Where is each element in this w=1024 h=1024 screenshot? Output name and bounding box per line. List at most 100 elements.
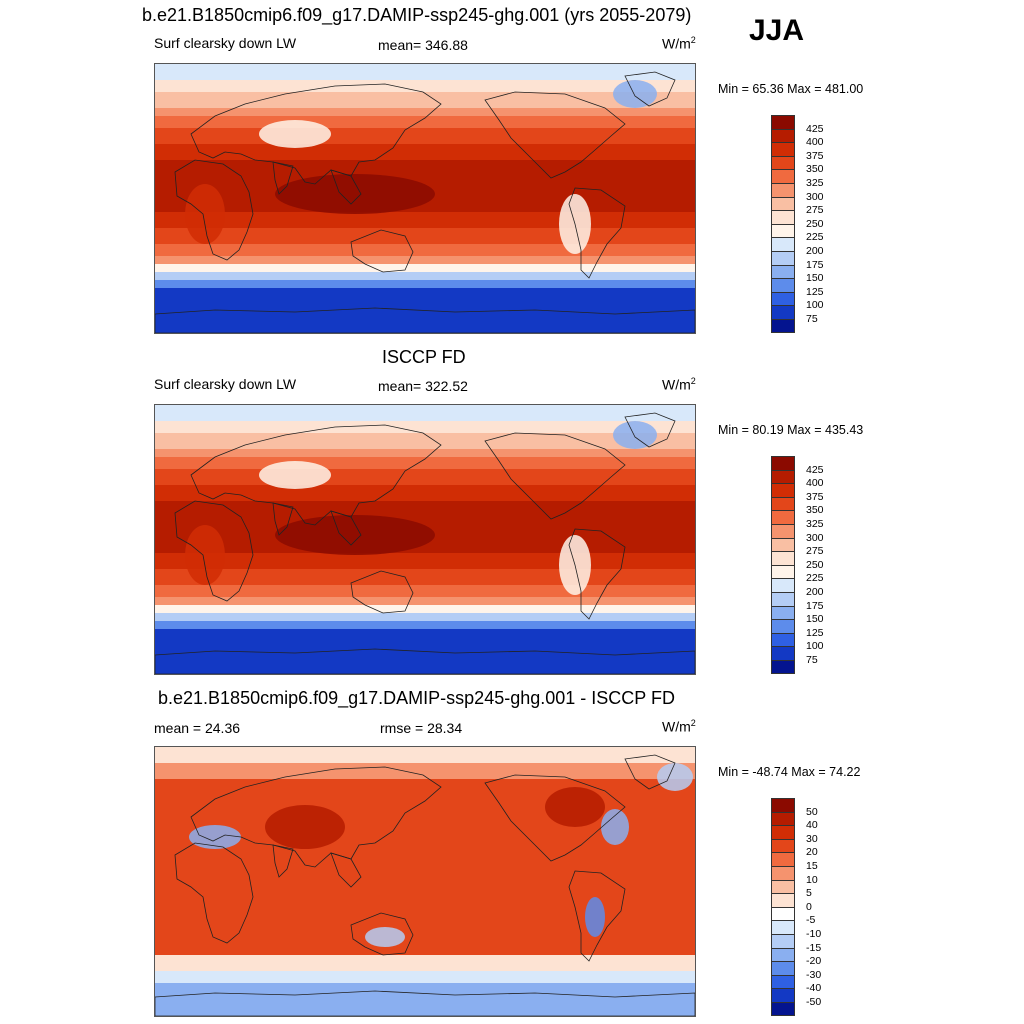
colorbar-tick-label: 325 — [806, 518, 824, 530]
colorbar-swatch — [771, 906, 795, 921]
colorbar-swatch — [771, 1001, 795, 1016]
colorbar-swatch — [771, 961, 795, 975]
colorbar-tick-label: 425 — [806, 122, 824, 135]
panel1-units: W/m2 — [662, 35, 696, 52]
coastline-seasia — [330, 169, 362, 205]
coastline-eurasia — [190, 424, 442, 526]
coastline-samerica — [568, 528, 626, 620]
panel2-units: W/m2 — [662, 376, 696, 393]
colorbar-tick-label: 20 — [806, 846, 818, 859]
colorbar-swatch — [771, 291, 795, 306]
colorbar-tick-label: 375 — [806, 490, 824, 503]
colorbar-tick-label: 300 — [806, 190, 824, 203]
colorbar-swatch — [771, 646, 795, 660]
panel3-minmax: Min = -48.74 Max = 74.22 — [718, 765, 861, 779]
colorbar-tick-label: 125 — [806, 285, 824, 298]
colorbar-swatch — [771, 879, 795, 894]
colorbar-swatch — [771, 578, 795, 592]
colorbar-tick-label: 150 — [806, 613, 824, 626]
colorbar-swatch — [771, 551, 795, 565]
colorbar-swatch — [771, 469, 795, 484]
colorbar-tick-label: 125 — [806, 626, 824, 639]
colorbar-tick-label: 150 — [806, 272, 824, 285]
coastline-india — [272, 161, 294, 195]
colorbar-swatch — [771, 564, 795, 579]
coastline-africa — [174, 159, 254, 261]
colorbar-swatch — [771, 196, 795, 211]
colorbar-swatch — [771, 838, 795, 853]
colorbar-swatch — [771, 537, 795, 552]
colorbar-swatch — [771, 920, 795, 934]
coastline-namerica — [484, 432, 626, 520]
panel2-title: ISCCP FD — [382, 347, 466, 367]
colorbar-swatch — [771, 169, 795, 183]
coastline-eurasia — [190, 83, 442, 185]
colorbar-tick-label: -10 — [806, 928, 822, 940]
colorbar-swatch — [771, 619, 795, 633]
panel2-colorbar — [771, 456, 795, 674]
coastline-greenland — [624, 71, 676, 107]
colorbar-swatch — [771, 483, 795, 497]
colorbar-swatch — [771, 142, 795, 156]
coastline-antarctica — [155, 990, 695, 1016]
colorbar-tick-label: 200 — [806, 586, 824, 598]
colorbar-tick-label: -50 — [806, 996, 822, 1008]
colorbar-tick-label: 75 — [806, 313, 818, 325]
panel3-mean-label: mean = 24.36 — [154, 720, 241, 736]
colorbar-tick-label: 225 — [806, 231, 824, 244]
colorbar-swatch — [771, 893, 795, 907]
colorbar-swatch — [771, 456, 795, 470]
panel3-colorbar — [771, 798, 795, 1016]
colorbar-tick-label: 350 — [806, 163, 824, 176]
colorbar-swatch — [771, 974, 795, 989]
panel1-map — [154, 63, 696, 334]
coastline-australia — [350, 912, 414, 956]
coastline-africa — [174, 842, 254, 944]
colorbar-swatch — [771, 825, 795, 839]
colorbar-tick-label: 75 — [806, 654, 818, 666]
colorbar-swatch — [771, 115, 795, 129]
coastline-seasia — [330, 510, 362, 546]
coastline-antarctica — [155, 307, 695, 333]
colorbar-swatch — [771, 210, 795, 224]
panel2-mean-label: mean= 322.52 — [378, 378, 468, 394]
colorbar-swatch — [771, 988, 795, 1002]
panel2-minmax: Min = 80.19 Max = 435.43 — [718, 423, 864, 437]
colorbar-tick-label: 175 — [806, 599, 824, 612]
colorbar-tick-label: 300 — [806, 531, 824, 544]
coastline-samerica — [568, 870, 626, 962]
colorbar-tick-label: 15 — [806, 860, 818, 872]
colorbar-swatch — [771, 128, 795, 143]
colorbar-tick-label: -40 — [806, 982, 822, 995]
coastline-greenland — [624, 412, 676, 448]
coastline-samerica — [568, 187, 626, 279]
panel2-variable-label: Surf clearsky down LW — [154, 376, 297, 392]
coastline-eurasia — [190, 766, 442, 868]
colorbar-swatch — [771, 223, 795, 238]
colorbar-tick-label: 250 — [806, 558, 824, 571]
colorbar-tick-label: 250 — [806, 217, 824, 230]
colorbar-tick-label: 100 — [806, 640, 824, 653]
colorbar-tick-label: 400 — [806, 136, 824, 149]
colorbar-tick-label: -20 — [806, 955, 822, 968]
panel1-minmax: Min = 65.36 Max = 481.00 — [718, 82, 864, 96]
colorbar-swatch — [771, 605, 795, 620]
colorbar-swatch — [771, 264, 795, 279]
colorbar-tick-label: 0 — [806, 900, 812, 913]
panel3-units: W/m2 — [662, 718, 696, 735]
colorbar-tick-label: 100 — [806, 299, 824, 312]
colorbar-tick-label: 325 — [806, 177, 824, 189]
coastline-india — [272, 844, 294, 878]
colorbar-swatch — [771, 305, 795, 319]
colorbar-swatch — [771, 947, 795, 962]
coastline-australia — [350, 570, 414, 614]
colorbar-swatch — [771, 659, 795, 674]
coastline-antarctica — [155, 648, 695, 674]
coastline-africa — [174, 500, 254, 602]
colorbar-swatch — [771, 523, 795, 538]
colorbar-tick-label: -15 — [806, 941, 822, 954]
panel3-map — [154, 746, 696, 1017]
panel1-mean-label: mean= 346.88 — [378, 37, 468, 53]
colorbar-swatch — [771, 496, 795, 511]
coastline-greenland — [624, 754, 676, 790]
